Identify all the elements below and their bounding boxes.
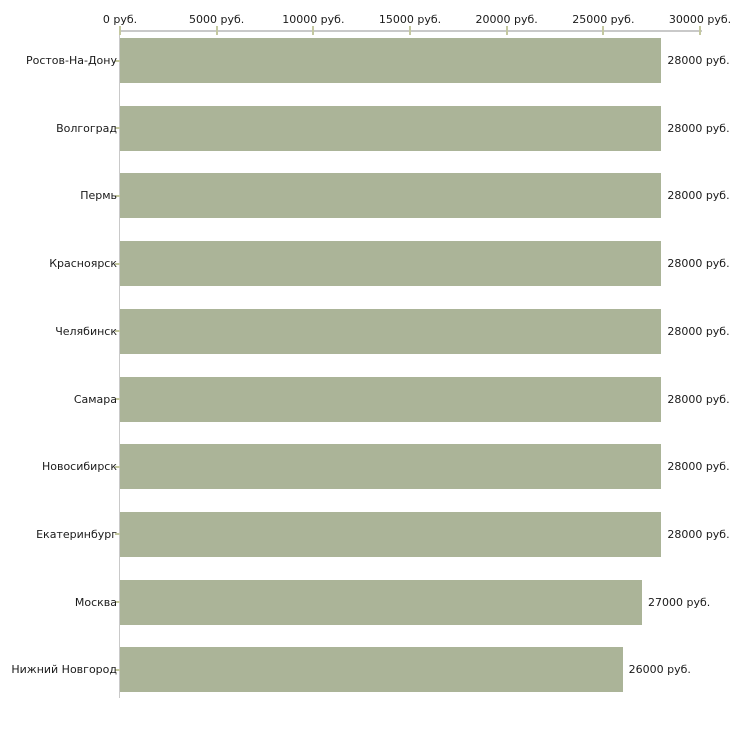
y-axis-tick [115,194,120,197]
value-label: 28000 руб. [667,54,730,67]
value-label: 26000 руб. [628,663,691,677]
category-label: Екатеринбург [36,527,117,541]
bar [120,308,662,354]
value-label: 28000 руб. [667,121,730,135]
x-tick-label: 5000 руб. [189,13,245,26]
category-label: Волгоград [56,121,117,135]
category-label: Красноярск [49,257,117,271]
bar [120,376,662,422]
bar [120,647,623,693]
x-axis-tick [119,26,121,35]
value-label: 28000 руб. [667,460,730,474]
x-tick-label: 30000 руб. [668,13,730,26]
bar [120,444,662,490]
x-tick-label: 20000 руб. [475,13,538,26]
x-tick-label: 10000 руб. [282,13,345,26]
value-label: 28000 руб. [667,324,730,338]
y-axis-tick [115,601,120,604]
category-label: Нижний Новгород [11,663,117,677]
category-label: Самара [73,392,117,406]
bar [120,38,662,83]
y-axis-tick [115,330,120,333]
x-axis-tick [409,26,411,35]
x-axis-tick [505,26,508,35]
value-label: 27000 руб. [648,595,711,609]
value-label: 28000 руб. [667,189,730,203]
y-axis-tick [115,59,120,62]
y-axis-tick [115,668,120,671]
y-axis-tick [115,533,120,536]
x-tick-label: 0 руб. [102,13,138,26]
y-axis-tick [115,262,120,265]
bar [120,105,662,151]
value-label: 28000 руб. [667,257,730,271]
x-axis-tick [312,26,315,35]
value-label: 28000 руб. [667,392,730,406]
bar [120,579,642,625]
category-label: Ростов-На-Дону [25,54,117,67]
y-axis-line [119,30,120,698]
category-label: Новосибирск [41,460,117,474]
bar [120,511,662,557]
bar [120,241,662,287]
y-axis-tick [115,127,120,130]
x-tick-label: 15000 руб. [378,13,442,26]
y-axis-tick [115,398,120,400]
x-axis-line [120,30,702,32]
bar [120,173,662,219]
y-axis-tick [115,465,120,468]
category-label: Пермь [80,189,117,203]
x-tick-label: 25000 руб. [572,13,635,26]
x-axis-tick [699,26,701,35]
category-label: Челябинск [55,324,117,338]
x-axis-tick [602,26,605,35]
x-axis-tick [215,26,218,35]
category-label: Москва [74,595,117,609]
value-label: 28000 руб. [667,527,730,541]
